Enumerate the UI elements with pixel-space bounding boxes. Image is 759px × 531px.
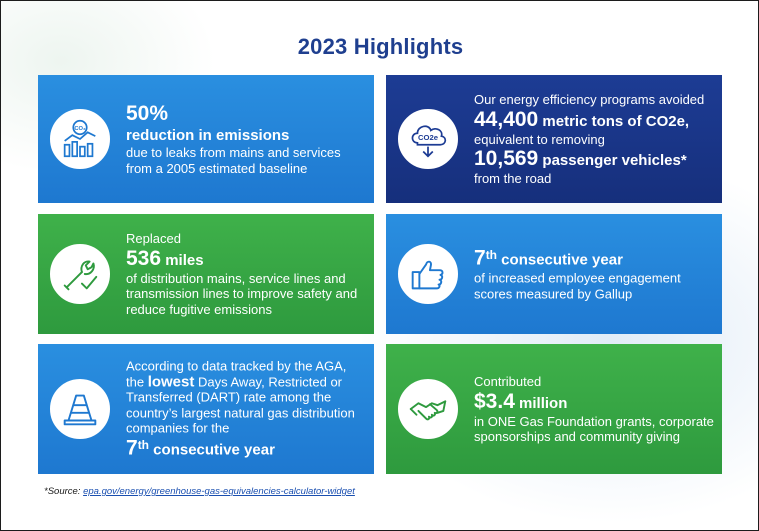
stat-value: 7 <box>126 435 138 459</box>
card-text: According to data tracked by the AGA, th… <box>126 358 366 460</box>
stat-intro: Our energy efficiency programs avoided <box>474 91 705 107</box>
stat-description: in ONE Gas Foundation grants, corporate … <box>474 413 714 444</box>
card-energy-efficiency: CO2e Our energy efficiency programs avoi… <box>386 75 722 203</box>
stat-ordinal: th <box>137 437 150 452</box>
stat-middle: equivalent to removing <box>474 131 605 147</box>
stat-intro: Contributed <box>474 373 542 389</box>
card-safety-dart: According to data tracked by the AGA, th… <box>38 344 374 474</box>
stat-unit: miles <box>161 251 204 269</box>
stat-description: According to data tracked by the AGA, th… <box>126 358 366 436</box>
svg-text:CO2e: CO2e <box>418 133 438 142</box>
stat-outro: from the road <box>474 170 552 186</box>
card-emissions-reduction: CO₂ 50% reduction in emissions due to le… <box>38 75 374 203</box>
stat-value: 44,400 <box>474 107 539 131</box>
stat-intro: Replaced <box>126 231 181 246</box>
stat-unit: metric tons of CO2e, <box>538 112 690 130</box>
card-text: Our energy efficiency programs avoided 4… <box>474 92 714 187</box>
safety-cone-icon <box>50 379 110 439</box>
stat-intro-a: According to data tracked by the AGA, th… <box>126 358 347 389</box>
stat-value: 7 <box>474 246 486 270</box>
source-label: *Source: <box>44 486 84 497</box>
stat-value-2: 10,569 <box>474 146 539 170</box>
card-text: Contributed $3.4 million in ONE Gas Foun… <box>474 374 714 445</box>
handshake-icon <box>398 379 458 439</box>
stat-description: of increased employee engagement scores … <box>474 270 681 302</box>
stat-value: $3.4 <box>474 389 515 413</box>
stat-unit: million <box>514 394 568 412</box>
card-text: 7th consecutive year of increased employ… <box>474 247 714 302</box>
stat-intro-b: Days Away, Restricted or Transferred (DA… <box>126 373 355 436</box>
co2e-cloud-icon: CO2e <box>398 109 458 169</box>
wrench-check-icon <box>50 244 110 304</box>
stat-unit-2: passenger vehicles* <box>538 151 687 169</box>
card-community-giving: Contributed $3.4 million in ONE Gas Foun… <box>386 344 722 474</box>
source-link[interactable]: epa.gov/energy/greenhouse-gas-equivalenc… <box>83 486 355 497</box>
card-employee-engagement: 7th consecutive year of increased employ… <box>386 214 722 334</box>
card-pipeline-replacement: Replaced 536 miles of distribution mains… <box>38 214 374 334</box>
card-text: Replaced 536 miles of distribution mains… <box>126 231 366 317</box>
svg-text:CO₂: CO₂ <box>74 126 86 132</box>
stat-headline: reduction in emissions <box>126 127 290 144</box>
stat-description: due to leaks from mains and services fro… <box>126 145 341 176</box>
page-title: 2023 Highlights <box>297 34 464 59</box>
stat-value: 50% <box>126 102 169 125</box>
stat-description: of distribution mains, service lines and… <box>126 270 358 317</box>
stat-unit: consecutive year <box>497 251 623 269</box>
thumbs-up-icon <box>398 244 458 304</box>
card-text: 50% reduction in emissions due to leaks … <box>126 102 366 176</box>
stat-unit: consecutive year <box>149 440 275 458</box>
stat-ordinal: th <box>485 248 498 263</box>
stat-value: 536 <box>126 246 162 270</box>
emissions-chart-icon: CO₂ <box>50 109 110 169</box>
stat-emphasis: lowest <box>147 372 195 390</box>
source-footnote: *Source: epa.gov/energy/greenhouse-gas-e… <box>44 486 355 497</box>
